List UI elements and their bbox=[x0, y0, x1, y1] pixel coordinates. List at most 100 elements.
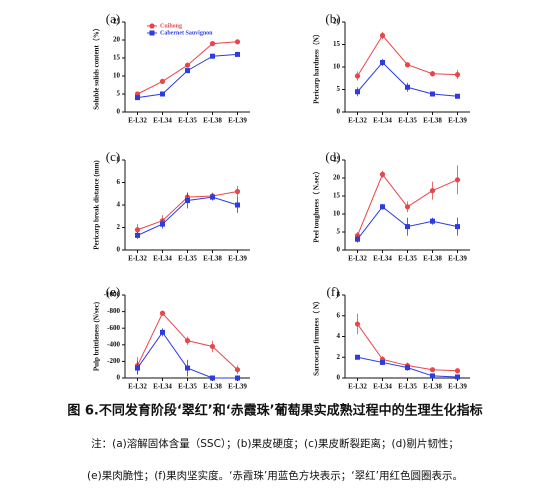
x-tick-label: E-L32 bbox=[128, 383, 147, 391]
y-tick-label: 0 bbox=[117, 108, 121, 116]
y-tick-label: 5 bbox=[337, 85, 341, 93]
y-tick-label: -800 bbox=[107, 307, 120, 315]
marker bbox=[355, 236, 360, 242]
y-tick-label: 5 bbox=[117, 90, 121, 98]
y-axis-label: Pericarp hardness（N） bbox=[313, 30, 321, 104]
x-tick-label: E-L34 bbox=[153, 117, 172, 125]
x-tick-label: E-L38 bbox=[423, 117, 442, 125]
y-tick-label: 0 bbox=[337, 246, 341, 254]
x-tick-label: E-L32 bbox=[128, 255, 147, 263]
marker bbox=[135, 365, 140, 371]
x-tick-label: E-L38 bbox=[423, 383, 442, 391]
x-tick-label: E-L39 bbox=[448, 383, 467, 391]
series-line bbox=[137, 53, 238, 99]
y-tick-label: 15 bbox=[333, 192, 341, 200]
marker bbox=[159, 78, 166, 84]
caption: 图 6.不同发育阶段‘翠红’和‘赤霞珠’葡萄果实成熟过程中的生理生化指标 bbox=[67, 403, 482, 419]
marker bbox=[455, 224, 460, 230]
marker bbox=[355, 89, 360, 95]
x-tick-label: E-L39 bbox=[228, 383, 247, 391]
marker bbox=[159, 310, 166, 316]
marker bbox=[404, 62, 411, 68]
marker bbox=[454, 177, 461, 183]
x-tick-label: E-L34 bbox=[153, 383, 172, 391]
y-axis-label: Pulp brittleness (N/sec) bbox=[93, 301, 101, 371]
panel-label: (a) bbox=[106, 11, 120, 26]
marker bbox=[235, 202, 240, 208]
marker bbox=[405, 365, 410, 371]
marker bbox=[185, 68, 190, 74]
x-tick-label: E-L39 bbox=[448, 255, 467, 263]
y-tick-label: 20 bbox=[333, 174, 341, 182]
panel-label: (e) bbox=[106, 284, 120, 299]
marker bbox=[235, 51, 240, 57]
marker bbox=[405, 84, 410, 90]
y-tick-label: 20 bbox=[113, 36, 121, 44]
y-axis-label: Pericarp break distance (mm) bbox=[93, 160, 101, 250]
x-tick-label: E-L32 bbox=[348, 383, 367, 391]
x-tick-label: E-L38 bbox=[203, 383, 222, 391]
note: (e)果肉脆性；(f)果肉坚实度。‘赤霞珠’用蓝色方块表示；‘翠红’用红色圆圈表… bbox=[87, 469, 463, 482]
y-tick-label: 2 bbox=[337, 353, 341, 361]
marker bbox=[429, 188, 436, 194]
y-tick-label: 8 bbox=[337, 291, 341, 299]
x-tick-label: E-L39 bbox=[228, 117, 247, 125]
marker bbox=[160, 221, 165, 227]
y-tick-label: 4 bbox=[337, 332, 341, 340]
x-tick-label: E-L35 bbox=[398, 383, 417, 391]
marker bbox=[234, 367, 241, 373]
x-tick-label: E-L35 bbox=[178, 255, 197, 263]
y-tick-label: 20 bbox=[333, 18, 341, 26]
y-tick-label: 2 bbox=[117, 223, 121, 231]
marker bbox=[455, 93, 460, 99]
marker bbox=[184, 338, 191, 344]
marker bbox=[209, 41, 216, 47]
y-tick-label: 0 bbox=[117, 374, 121, 382]
x-tick-label: E-L35 bbox=[398, 117, 417, 125]
panel-label: (c) bbox=[106, 149, 120, 164]
legend-label: Cabernet Sauvignon bbox=[160, 30, 213, 36]
marker bbox=[185, 365, 190, 371]
marker bbox=[209, 343, 216, 350]
y-tick-label: 25 bbox=[113, 18, 121, 26]
marker bbox=[210, 194, 215, 200]
marker bbox=[210, 53, 215, 59]
y-tick-label: 5 bbox=[337, 228, 341, 236]
x-tick-label: E-L32 bbox=[128, 117, 147, 125]
x-tick-label: E-L32 bbox=[348, 255, 367, 263]
marker bbox=[160, 91, 165, 97]
x-tick-label: E-L34 bbox=[373, 383, 392, 391]
y-tick-label: 10 bbox=[333, 210, 341, 218]
marker bbox=[379, 171, 386, 177]
y-axis-label: Peel toughness（ N.sec） bbox=[313, 167, 321, 242]
marker bbox=[234, 39, 241, 45]
x-tick-label: E-L39 bbox=[228, 255, 247, 263]
y-tick-label: -600 bbox=[107, 324, 120, 332]
marker bbox=[134, 227, 141, 233]
y-tick-label: 15 bbox=[113, 54, 121, 62]
marker bbox=[210, 375, 215, 381]
series-line bbox=[137, 41, 238, 95]
panel-label: (b) bbox=[325, 11, 340, 26]
x-tick-label: E-L35 bbox=[178, 383, 197, 391]
y-tick-label: 15 bbox=[333, 40, 341, 48]
panel-label: (d) bbox=[325, 149, 340, 164]
y-axis-label: Soluble solids content（%） bbox=[93, 24, 101, 110]
panel-label: (f) bbox=[327, 284, 340, 299]
y-tick-label: 4 bbox=[117, 201, 121, 209]
note: 注：(a)溶解固体含量（SSC）；(b)果皮硬度；(c)果皮断裂距离；(d)剔片… bbox=[91, 437, 459, 450]
series-line bbox=[357, 34, 458, 77]
y-tick-label: -1000 bbox=[104, 291, 121, 299]
y-tick-label: 10 bbox=[113, 72, 121, 80]
x-tick-label: E-L32 bbox=[348, 117, 367, 125]
marker bbox=[430, 91, 435, 97]
marker bbox=[185, 198, 190, 203]
y-tick-label: 0 bbox=[337, 374, 341, 382]
marker bbox=[354, 73, 361, 79]
y-tick-label: 6 bbox=[337, 311, 341, 319]
marker bbox=[355, 354, 360, 360]
marker bbox=[405, 224, 410, 230]
y-axis-label: Sarcocarp firmness（ N） bbox=[313, 297, 321, 376]
marker bbox=[429, 71, 436, 77]
